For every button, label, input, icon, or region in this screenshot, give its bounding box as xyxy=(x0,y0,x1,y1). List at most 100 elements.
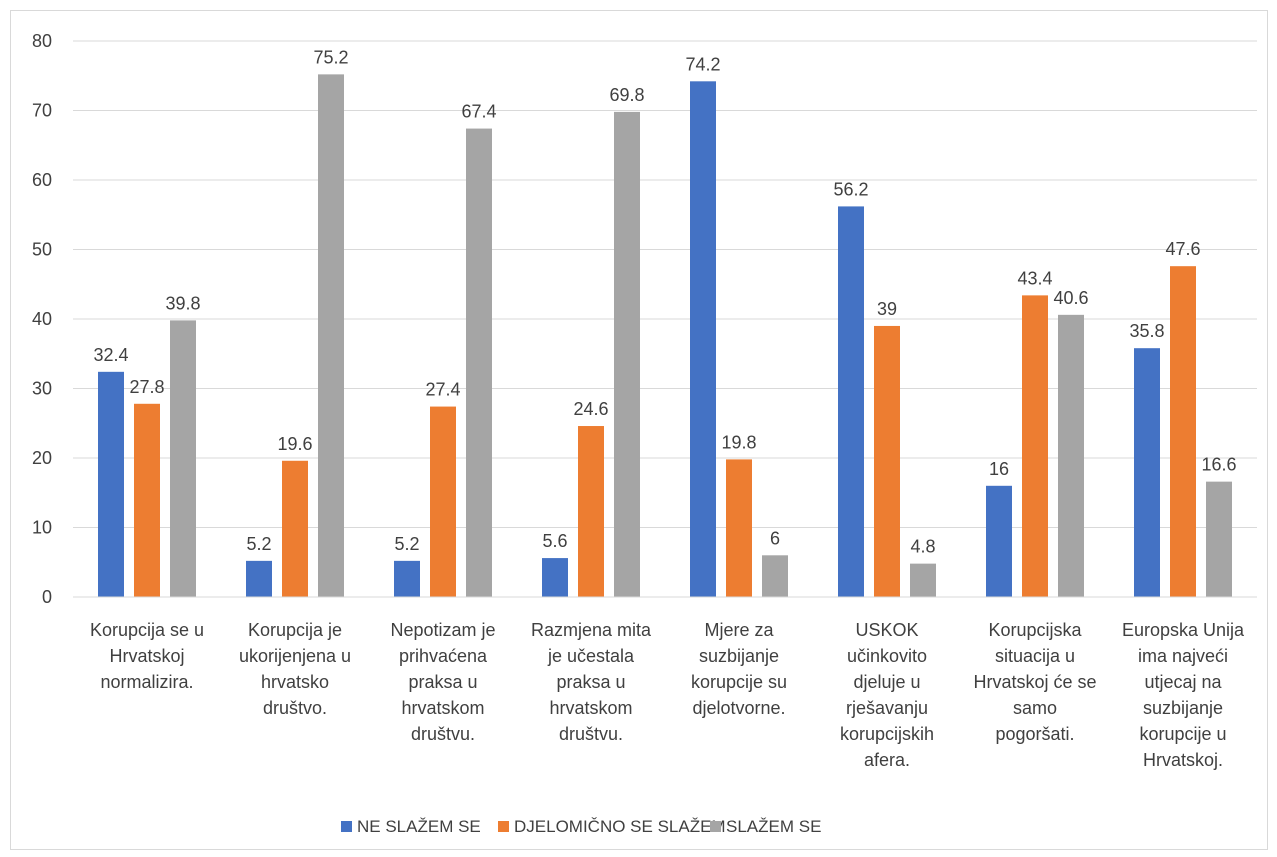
legend-swatch xyxy=(341,821,352,832)
data-label: 69.8 xyxy=(609,85,644,105)
data-label: 19.6 xyxy=(277,434,312,454)
category-label-line: korupcije u xyxy=(1139,724,1226,744)
y-axis-ticks: 0 10 20 30 40 50 60 70 80 xyxy=(32,31,52,607)
data-label: 32.4 xyxy=(93,345,128,365)
category-label-line: Europska Unija xyxy=(1122,620,1245,640)
bar xyxy=(1170,266,1196,597)
y-tick-label: 0 xyxy=(42,587,52,607)
y-tick-label: 60 xyxy=(32,170,52,190)
data-label: 6 xyxy=(770,528,780,548)
data-label: 39.8 xyxy=(165,293,200,313)
category-label-line: samo xyxy=(1013,698,1057,718)
category-label-line: korupcije su xyxy=(691,672,787,692)
category-label-line: Razmjena mita xyxy=(531,620,652,640)
legend-swatch xyxy=(498,821,509,832)
bar xyxy=(762,555,788,597)
data-labels: 32.427.8 39.8 5.2 19.6 75.2 5.2 27.4 67.4 5.6 24.… xyxy=(93,47,1236,556)
category-label-line: Hrvatskoj xyxy=(109,646,184,666)
category-label-line: prihvaćena xyxy=(399,646,488,666)
data-label: 40.6 xyxy=(1053,288,1088,308)
bar xyxy=(1206,481,1232,597)
category-label-line: Korupcijska xyxy=(988,620,1082,640)
data-label: 5.2 xyxy=(246,534,271,554)
category-label: Korupcijska situacija u Hrvatskoj će se sam… xyxy=(973,620,1096,744)
category-label-line: Hrvatskoj. xyxy=(1143,750,1223,770)
category-label-line: situacija u xyxy=(995,646,1075,666)
legend-swatch xyxy=(710,821,721,832)
data-label: 27.8 xyxy=(129,377,164,397)
category-label-line: djelotvorne. xyxy=(692,698,785,718)
bar xyxy=(1058,314,1084,597)
data-label: 67.4 xyxy=(461,102,496,122)
bar xyxy=(542,558,568,597)
category-label: Razmjena mita je učestala praksa u hrvatsko… xyxy=(531,620,652,744)
bar xyxy=(318,74,344,598)
data-label: 19.8 xyxy=(721,432,756,452)
data-label: 5.2 xyxy=(394,534,419,554)
category-label-line: hrvatskom xyxy=(549,698,632,718)
category-label-line: normalizira. xyxy=(100,672,193,692)
category-label-line: utjecaj na xyxy=(1144,672,1222,692)
category-label-line: korupcijskih xyxy=(840,724,934,744)
data-label: 24.6 xyxy=(573,399,608,419)
category-label-line: Korupcija je xyxy=(248,620,342,640)
data-label: 4.8 xyxy=(910,537,935,557)
category-label-line: hrvatsko xyxy=(261,672,329,692)
category-label-line: ukorijenjena u xyxy=(239,646,351,666)
bar xyxy=(246,560,272,597)
data-label: 27.4 xyxy=(425,380,460,400)
y-tick-label: 50 xyxy=(32,240,52,260)
category-label-line: je učestala xyxy=(547,646,635,666)
bar xyxy=(910,563,936,597)
bar xyxy=(394,560,420,597)
category-label-line: suzbijanje xyxy=(1143,698,1223,718)
bar xyxy=(690,81,716,597)
y-tick-label: 80 xyxy=(32,31,52,51)
category-label-line: Korupcija se u xyxy=(90,620,204,640)
data-label: 43.4 xyxy=(1017,268,1052,288)
data-label: 35.8 xyxy=(1129,321,1164,341)
data-label: 39 xyxy=(877,299,897,319)
category-label-line: USKOK xyxy=(855,620,918,640)
category-label-line: društvo. xyxy=(263,698,327,718)
category-label-line: učinkovito xyxy=(847,646,927,666)
category-label: Korupcija je ukorijenjena u hrvatsko društv… xyxy=(239,620,351,718)
y-tick-label: 30 xyxy=(32,379,52,399)
y-tick-label: 70 xyxy=(32,101,52,121)
data-label: 47.6 xyxy=(1165,239,1200,259)
data-label: 74.2 xyxy=(685,54,720,74)
y-tick-label: 40 xyxy=(32,309,52,329)
data-label: 16.6 xyxy=(1201,455,1236,475)
bar xyxy=(614,111,640,597)
category-label: Mjere za suzbijanje korupcije su djelotvorn… xyxy=(691,620,787,718)
category-label-line: ima najveći xyxy=(1138,646,1228,666)
legend-label: NE SLAŽEM SE xyxy=(357,817,481,836)
bar xyxy=(1022,295,1048,597)
data-label: 16 xyxy=(989,459,1009,479)
legend-label: DJELOMIČNO SE SLAŽEM xyxy=(514,817,726,836)
category-label: Korupcija se u Hrvatskoj normalizira. xyxy=(90,620,204,692)
bar xyxy=(578,426,604,597)
y-tick-label: 10 xyxy=(32,518,52,538)
bar xyxy=(98,371,124,597)
category-label-line: društvu. xyxy=(559,724,623,744)
category-label: Europska Unija ima najveći utjecaj na suzbi… xyxy=(1122,620,1245,770)
bar xyxy=(134,403,160,597)
bar xyxy=(726,459,752,597)
bar xyxy=(466,128,492,597)
bar xyxy=(986,485,1012,597)
category-label: Nepotizam je prihvaćena praksa u hrvatskom d… xyxy=(390,620,495,744)
y-tick-label: 20 xyxy=(32,448,52,468)
category-label-line: afera. xyxy=(864,750,910,770)
data-label: 75.2 xyxy=(313,47,348,67)
bar xyxy=(874,325,900,597)
data-label: 56.2 xyxy=(833,179,868,199)
category-label: USKOK učinkovito djeluje u rješavanju korupc… xyxy=(840,620,934,770)
category-label-line: hrvatskom xyxy=(401,698,484,718)
category-label-line: rješavanju xyxy=(846,698,928,718)
legend: NE SLAŽEM SE DJELOMIČNO SE SLAŽEM SLAŽEM S… xyxy=(341,817,821,836)
category-labels: Korupcija se u Hrvatskoj normalizira.Korup… xyxy=(90,620,1245,770)
bar xyxy=(1134,348,1160,597)
legend-label: SLAŽEM SE xyxy=(726,817,821,836)
